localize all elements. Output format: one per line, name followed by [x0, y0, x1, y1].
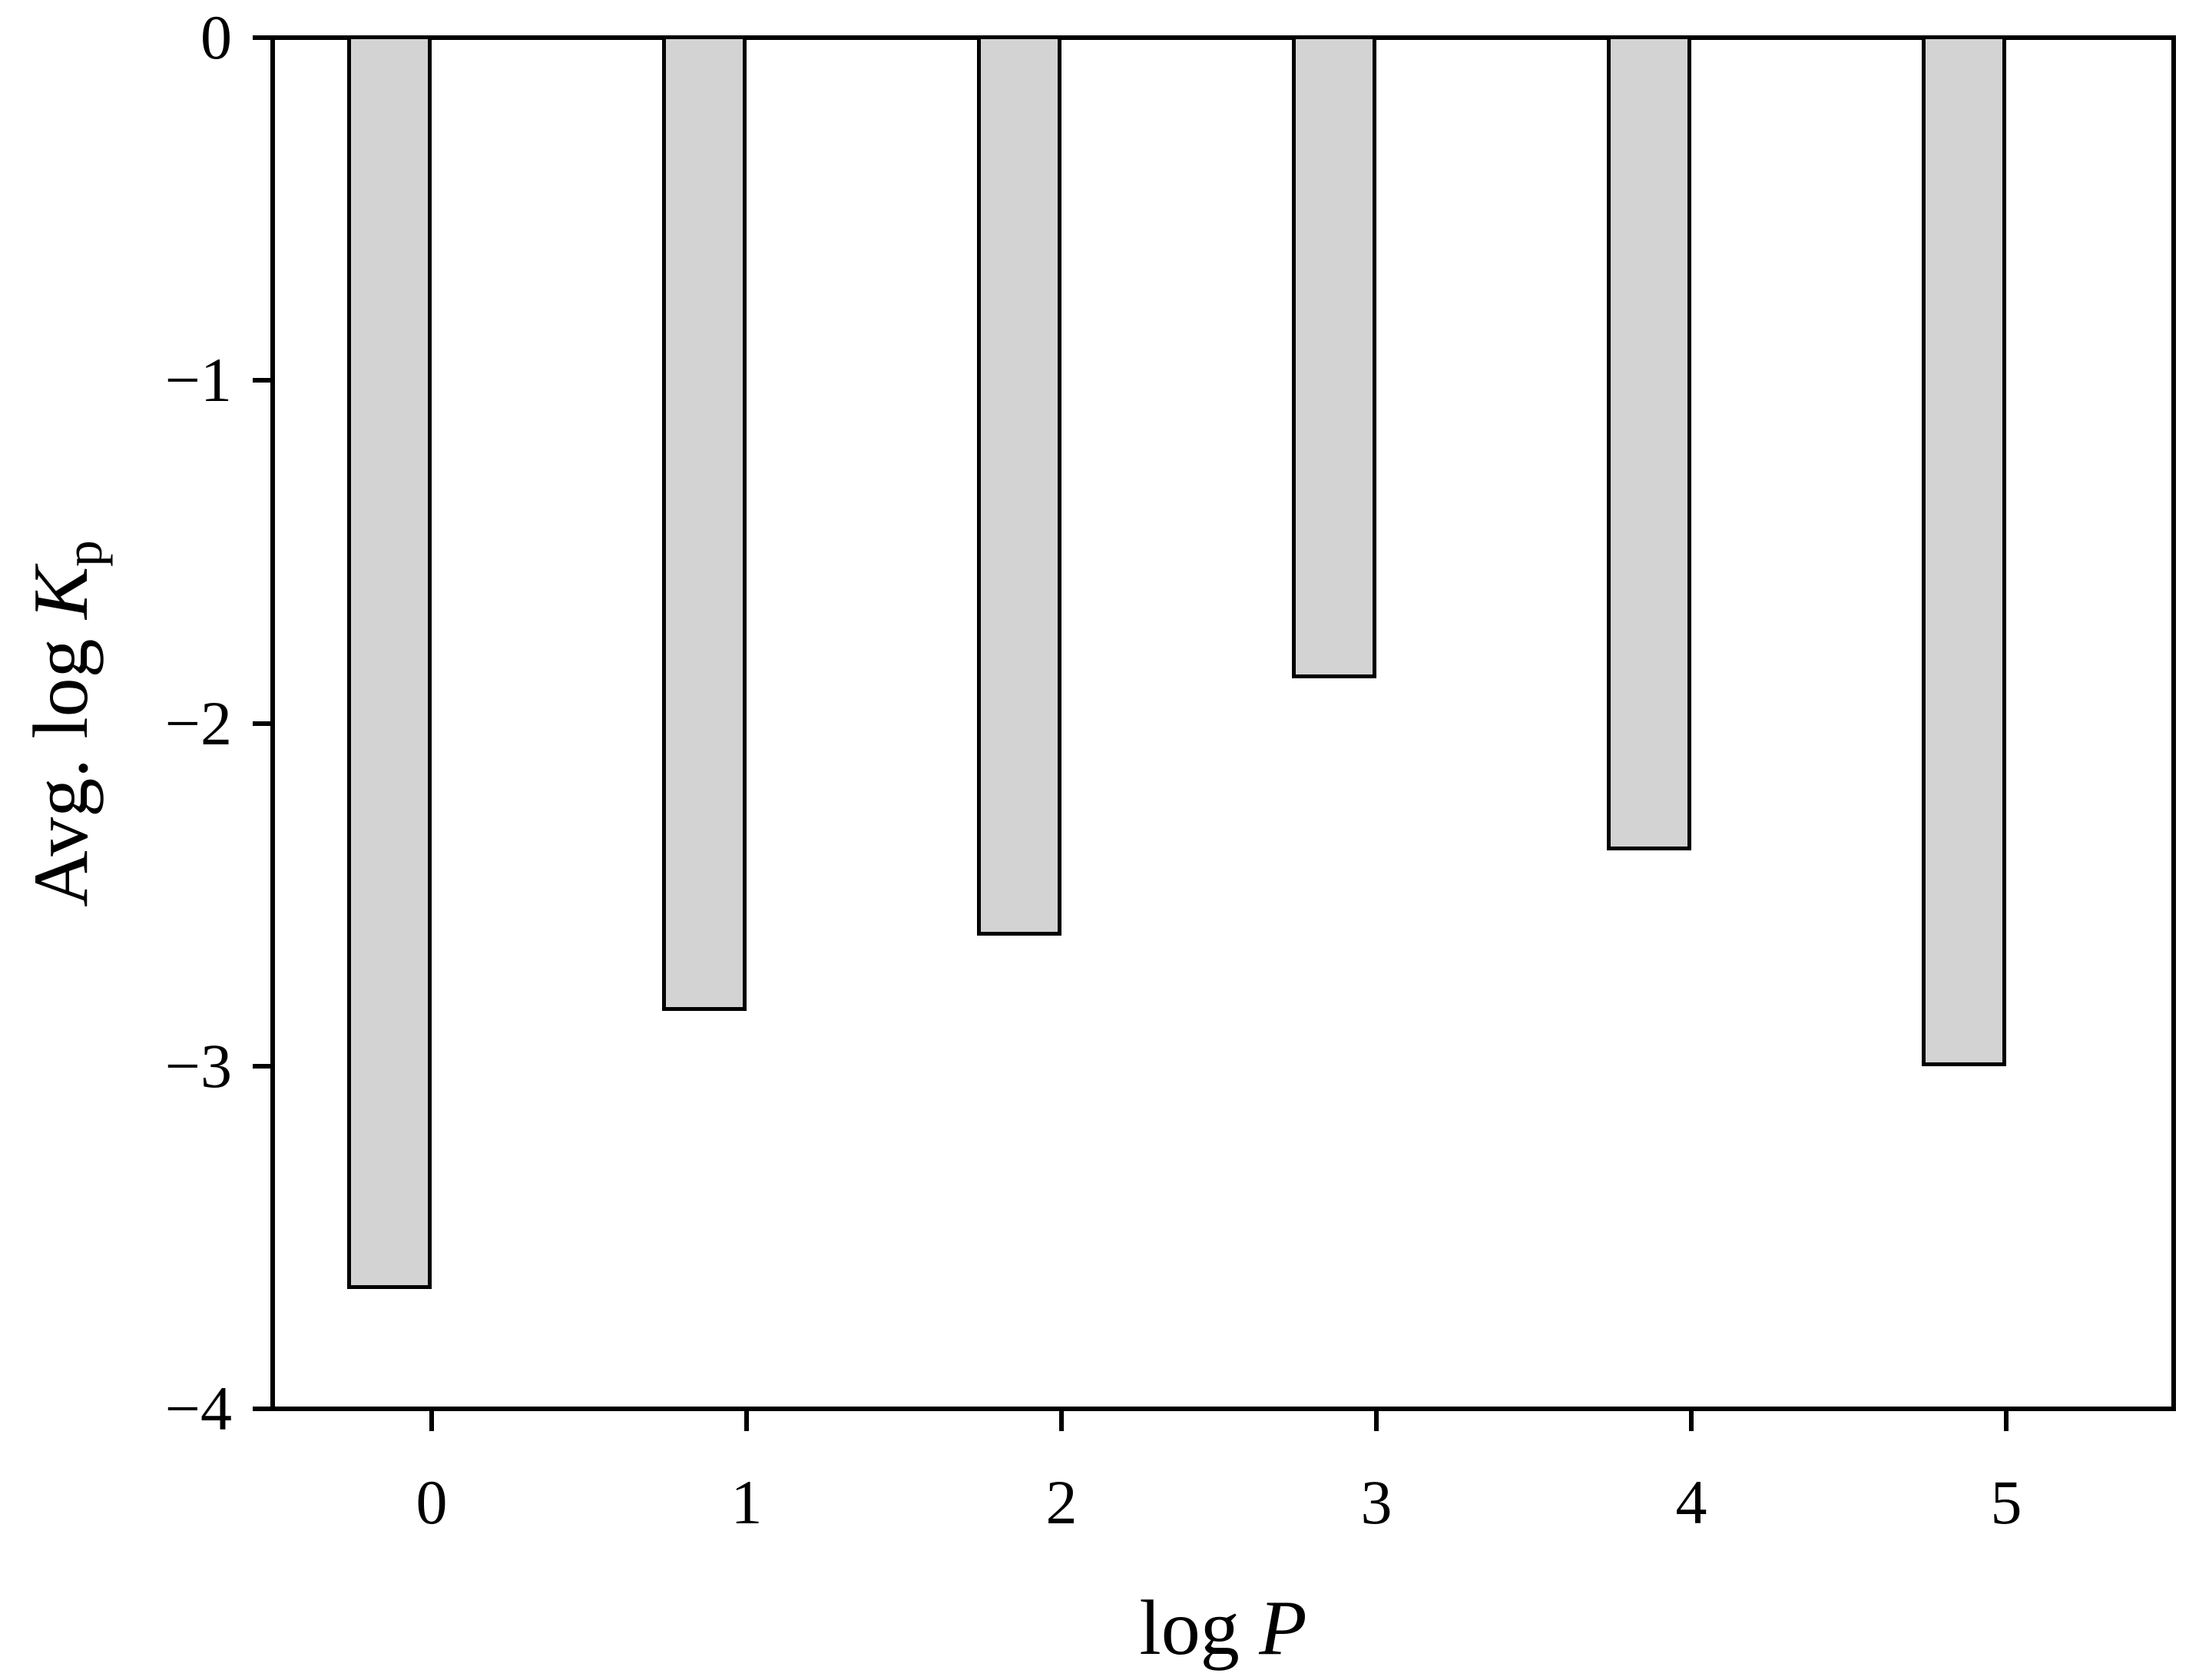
x-axis-tick-label: 3 [1360, 1467, 1393, 1537]
bar-category-5 [1922, 39, 2006, 1066]
y-axis-tick [253, 378, 273, 383]
y-axis-tick [253, 35, 273, 40]
bar-category-4 [1607, 39, 1691, 850]
y-axis-label-variable: K [17, 566, 104, 619]
y-axis-tick-label: 0 [200, 2, 232, 72]
x-axis-label: log P [1139, 1582, 1306, 1675]
y-axis-tick-label: −2 [164, 688, 232, 758]
plot-area [270, 35, 2176, 1411]
x-axis-tick-label: 0 [416, 1467, 448, 1537]
y-axis-tick-label: −3 [164, 1030, 232, 1101]
y-axis-tick-label: −1 [164, 345, 232, 416]
x-axis-tick [1059, 1411, 1064, 1431]
x-axis-tick-label: 4 [1675, 1467, 1707, 1537]
y-axis-tick-label: −4 [164, 1373, 232, 1443]
x-axis-tick [429, 1411, 434, 1431]
x-axis-tick [1374, 1411, 1379, 1431]
bar-category-1 [662, 39, 747, 1011]
x-axis-tick [744, 1411, 749, 1431]
bar-category-2 [977, 39, 1061, 936]
x-axis-tick [1689, 1411, 1694, 1431]
x-axis-tick-label: 1 [730, 1467, 763, 1537]
x-axis-label-variable: P [1259, 1585, 1307, 1672]
y-axis-label-subscript: p [55, 539, 114, 567]
bar-category-0 [347, 39, 432, 1289]
x-axis-tick-label: 5 [1990, 1467, 2022, 1537]
y-axis-tick [253, 721, 273, 726]
x-axis-label-text: log [1139, 1585, 1260, 1672]
x-axis-tick [2004, 1411, 2009, 1431]
y-axis-tick [253, 1063, 273, 1069]
x-axis-tick-label: 2 [1045, 1467, 1078, 1537]
y-axis-tick [253, 1407, 273, 1411]
bar-category-3 [1292, 39, 1376, 678]
